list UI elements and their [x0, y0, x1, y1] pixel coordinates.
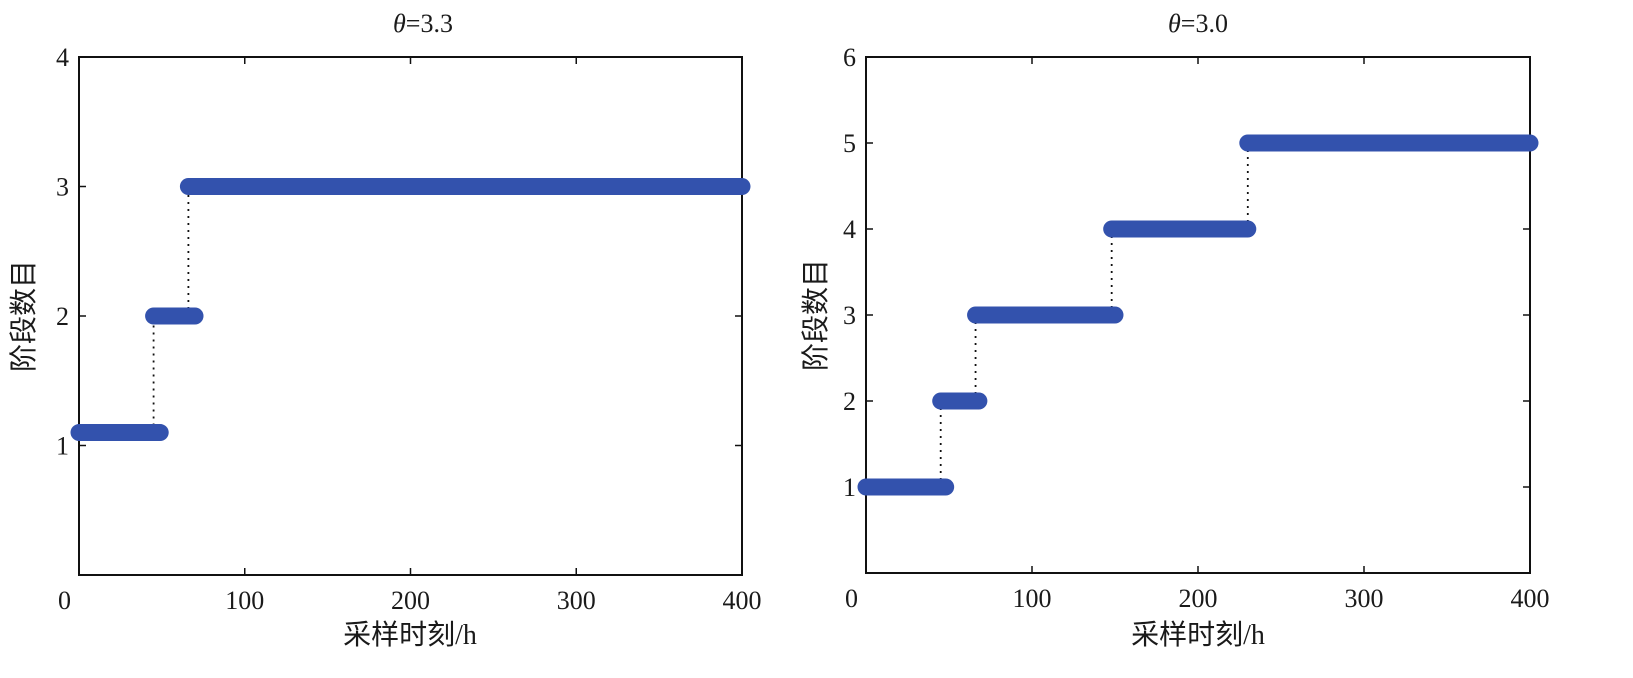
x-tick-label: 300	[1345, 584, 1384, 613]
y-tick-label: 3	[56, 173, 69, 202]
x-tick-label: 400	[723, 586, 762, 615]
y-tick-label: 6	[843, 43, 856, 72]
x-tick-label: 200	[391, 586, 430, 615]
x-tick-label: 400	[1511, 584, 1550, 613]
title-variable: θ	[1168, 9, 1181, 38]
x-tick-label: 0	[58, 586, 71, 615]
chart-title: θ=3.3	[393, 9, 453, 38]
y-tick-label: 1	[56, 432, 69, 461]
title-variable: θ	[393, 9, 406, 38]
chart-panel-2: 0 100 200 300 400 1 2 3 4 5 6 θ=3.0 采样时刻/h 阶段数目	[800, 9, 1550, 651]
y-tick-label: 4	[843, 215, 856, 244]
y-axis-label: 阶段数目	[800, 259, 832, 371]
title-value: =3.3	[406, 9, 453, 38]
y-tick-label: 2	[843, 387, 856, 416]
chart-title: θ=3.0	[1168, 9, 1228, 38]
x-tick-label: 100	[225, 586, 264, 615]
x-axis-label: 采样时刻/h	[343, 619, 477, 651]
x-tick-label: 100	[1013, 584, 1052, 613]
x-tick-label: 200	[1179, 584, 1218, 613]
y-tick-label: 3	[843, 301, 856, 330]
title-value: =3.0	[1181, 9, 1228, 38]
y-tick-label: 5	[843, 129, 856, 158]
y-tick-label: 1	[843, 473, 856, 502]
y-axis-label: 阶段数目	[8, 260, 40, 372]
plot-frame	[865, 56, 1531, 574]
x-tick-label: 300	[557, 586, 596, 615]
x-tick-label: 0	[845, 584, 858, 613]
chart-panel-1: 0 100 200 300 400 1 2 3 4 θ=3.3 采样时刻/h 阶段数目	[8, 9, 762, 651]
y-tick-label: 4	[56, 43, 69, 72]
y-tick-label: 2	[56, 302, 69, 331]
x-axis-label: 采样时刻/h	[1131, 619, 1265, 651]
